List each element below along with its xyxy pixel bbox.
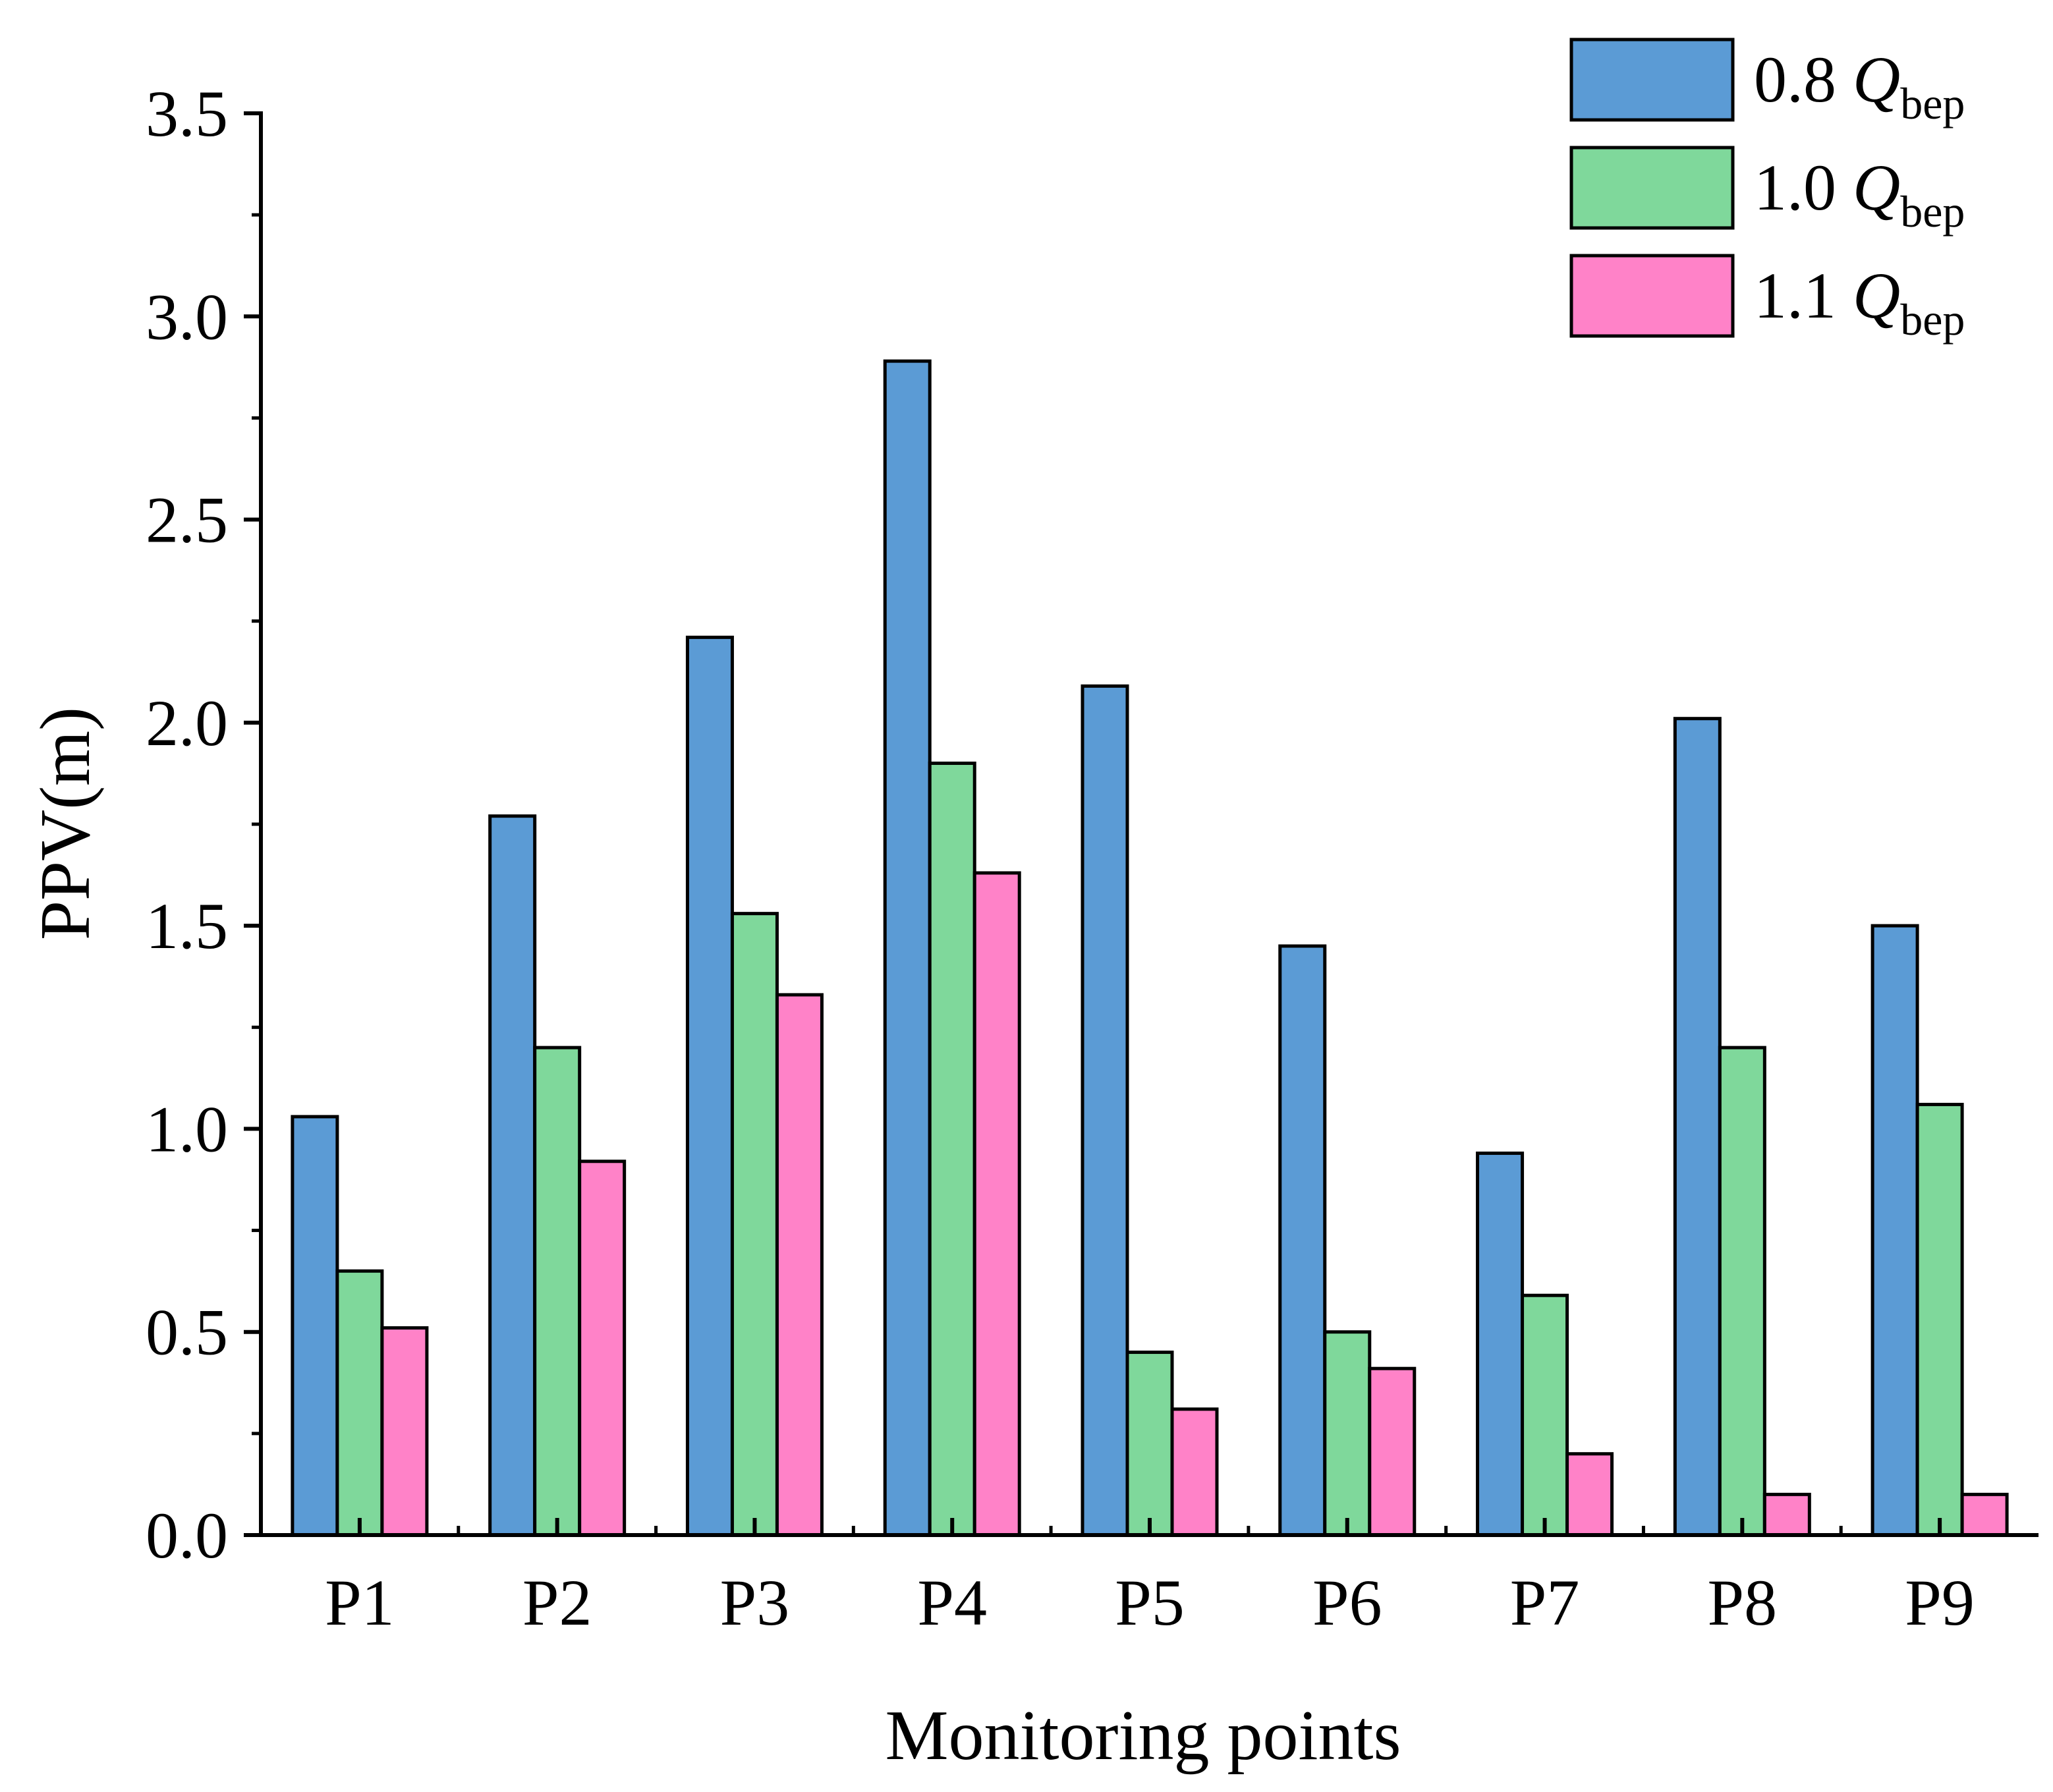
bar-p1-series-1: [291, 1115, 339, 1537]
bar-p4-series-2: [928, 762, 976, 1537]
y-tick-label: 0.0: [146, 1499, 228, 1572]
legend-label-2: 1.0 Qbep: [1754, 151, 1965, 237]
bar-p9-series-2: [1915, 1102, 1964, 1537]
x-tick-label: P7: [1510, 1566, 1580, 1639]
bar-p8-series-1: [1673, 717, 1722, 1537]
x-tick-label: P5: [1115, 1566, 1185, 1639]
y-tick-label: 1.5: [146, 889, 228, 963]
bar-p3-series-3: [775, 993, 824, 1537]
x-tick-label: P6: [1312, 1566, 1382, 1639]
y-axis-label: PPV(m): [26, 707, 105, 940]
bar-p8-series-3: [1762, 1492, 1811, 1537]
bar-p9-series-1: [1870, 924, 1919, 1537]
legend-swatch-1: [1569, 38, 1735, 122]
bar-p3-series-2: [730, 912, 779, 1537]
x-tick-label: P3: [720, 1566, 790, 1639]
legend-swatch-2: [1569, 146, 1735, 230]
bar-p2-series-3: [578, 1160, 627, 1537]
x-tick-label: P4: [917, 1566, 987, 1639]
y-tick-label: 3.0: [146, 280, 228, 353]
x-tick-label: P9: [1905, 1566, 1975, 1639]
bar-p9-series-3: [1960, 1492, 2009, 1537]
bar-p4-series-3: [972, 871, 1021, 1537]
bar-p7-series-1: [1476, 1151, 1525, 1537]
bar-p5-series-2: [1125, 1351, 1174, 1537]
x-tick-label: P8: [1708, 1566, 1778, 1639]
x-tick-label: P2: [522, 1566, 592, 1639]
bar-p6-series-2: [1323, 1330, 1372, 1537]
bars-group: [291, 359, 2009, 1537]
legend-swatch-3: [1569, 254, 1735, 338]
y-tick-label: 2.0: [146, 686, 228, 760]
bar-p4-series-1: [883, 359, 932, 1537]
bar-p5-series-3: [1170, 1407, 1219, 1537]
y-tick-label: 2.5: [146, 484, 228, 557]
x-axis-label: Monitoring points: [885, 1696, 1401, 1775]
y-tick-label: 0.5: [146, 1296, 228, 1369]
bar-p7-series-3: [1565, 1452, 1614, 1537]
bar-p6-series-3: [1368, 1366, 1417, 1537]
bar-p2-series-2: [533, 1046, 582, 1537]
y-tick-label: 3.5: [146, 77, 228, 150]
y-tick-label: 1.0: [146, 1092, 228, 1165]
bar-p3-series-1: [685, 635, 734, 1537]
bar-p5-series-1: [1081, 684, 1129, 1537]
x-tick-label: P1: [325, 1566, 395, 1639]
legend-label-3: 1.1 Qbep: [1754, 259, 1965, 345]
y-ticks-group: 0.0 0.5 1.0 1.5 2.0 2.5 3.0 3.5: [146, 77, 261, 1572]
bar-p1-series-3: [380, 1326, 429, 1537]
x-ticks-group: P1 P2 P3 P4 P5 P6 P7 P8 P9: [325, 1518, 1975, 1639]
bar-p7-series-2: [1521, 1293, 1569, 1537]
bar-p1-series-2: [335, 1269, 384, 1537]
bar-p6-series-1: [1278, 944, 1327, 1537]
bar-p2-series-1: [488, 814, 537, 1537]
legend-label-1: 0.8 Qbep: [1754, 43, 1965, 128]
legend: 0.8 Qbep 1.0 Qbep 1.1 Qbep: [1569, 38, 1965, 345]
bar-p8-series-2: [1718, 1046, 1766, 1537]
